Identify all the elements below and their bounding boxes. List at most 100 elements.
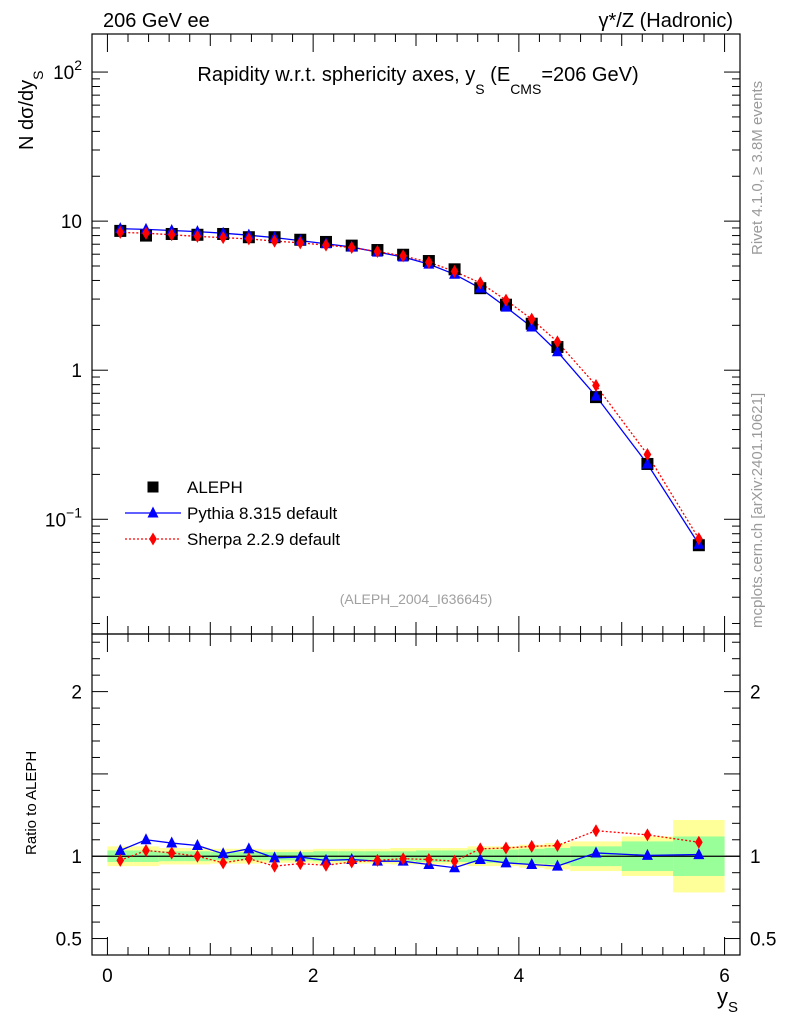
x-tick-label: 0 xyxy=(102,966,113,987)
main-y-axis-label: N dσ/dyS xyxy=(16,71,46,151)
sherpa-point xyxy=(643,447,652,461)
x-tick-label: 4 xyxy=(514,966,525,987)
x-axis-label: yS xyxy=(717,984,738,1016)
ratio-sherpa-point xyxy=(425,853,433,867)
ratio-pythia-point xyxy=(294,850,306,862)
ratio-sherpa-point xyxy=(399,852,407,866)
ratio-sherpa-point xyxy=(193,849,202,863)
ratio-sherpa-point xyxy=(270,859,279,873)
ratio-pythia-point xyxy=(590,846,602,858)
x-tick-label: 2 xyxy=(308,966,319,987)
sherpa-point xyxy=(695,532,703,546)
ratio-pythia-point xyxy=(166,836,178,848)
ratio-y-tick-label: 2 xyxy=(71,683,82,704)
ratio-sherpa-point xyxy=(142,843,150,857)
main-ylabel-part-0: N dσ/dy xyxy=(16,80,38,150)
header-right: γ*/Z (Hadronic) xyxy=(599,10,733,32)
ratio-y-axis-label: Ratio to ALEPH xyxy=(23,751,40,855)
pythia-point xyxy=(590,389,602,401)
ratio-sherpa-point xyxy=(116,853,125,867)
header-left: 206 GeV ee xyxy=(103,10,210,32)
ratio-pythia-point xyxy=(140,833,152,845)
sherpa-point xyxy=(502,293,510,307)
ratio-plot: 0 2 4 6 0.5 0.5 1 1 2 2 xyxy=(56,633,776,987)
ratio-sherpa-point xyxy=(553,839,562,853)
sherpa-point xyxy=(270,234,279,248)
sherpa-point xyxy=(142,226,150,240)
legend-marker xyxy=(147,481,159,493)
sherpa-point xyxy=(527,312,536,326)
main-y-tick-label: 102 xyxy=(53,57,82,84)
ratio-sherpa-point xyxy=(296,857,305,871)
legend-marker xyxy=(147,506,159,518)
ratio-pythia-point xyxy=(269,851,281,863)
main-title-part-4: =206 GeV) xyxy=(541,64,638,86)
sherpa-point xyxy=(450,264,459,278)
sherpa-point xyxy=(425,255,433,269)
rivet-label: Rivet 4.1.0, ≥ 3.8M events xyxy=(749,81,766,255)
ratio-pythia-point xyxy=(641,848,653,860)
ratio-sherpa-point xyxy=(347,855,356,869)
sherpa-point xyxy=(296,236,305,250)
main-title-part-2: (E xyxy=(485,64,511,86)
x-tick-label: 6 xyxy=(719,966,730,987)
x-label-part-0: y xyxy=(717,984,728,1009)
ratio-y-tick-label-right: 1 xyxy=(750,847,761,868)
ratio-sherpa-point xyxy=(373,853,382,867)
ratio-sherpa-point xyxy=(219,856,227,870)
ratio-y-tick-label: 0.5 xyxy=(56,930,82,951)
sherpa-point xyxy=(373,245,382,259)
mcplots-label: mcplots.cern.ch [arXiv:2401.10621] xyxy=(749,393,766,628)
sherpa-point xyxy=(167,228,176,242)
main-y-tick-label-base: 10 xyxy=(53,63,74,84)
pythia-point xyxy=(551,345,563,357)
ratio-sherpa-point xyxy=(476,842,485,856)
main-title-part-0: Rapidity w.r.t. sphericity axes, y xyxy=(197,64,475,86)
ratio-pythia-point xyxy=(474,853,486,865)
ratio-pythia-point xyxy=(191,839,203,851)
legend-label: ALEPH xyxy=(187,478,243,497)
main-y-tick-label-base: 10 xyxy=(45,510,66,531)
main-y-tick-label: 10−1 xyxy=(45,504,82,531)
sherpa-point xyxy=(116,225,125,239)
main-y-tick-label: 10 xyxy=(61,212,82,233)
main-y-tick-label: 1 xyxy=(71,361,82,382)
sherpa-point xyxy=(399,249,407,263)
pythia-point xyxy=(641,457,653,469)
sherpa-point xyxy=(219,231,227,245)
x-label-part-1: S xyxy=(728,999,738,1016)
sherpa-point xyxy=(245,232,253,246)
main-ylabel-part-1: S xyxy=(30,71,46,80)
ratio-sherpa-point xyxy=(695,835,703,849)
pythia-point xyxy=(526,320,538,332)
ratio-y-tick-label: 1 xyxy=(71,847,82,868)
legend-label: Sherpa 2.2.9 default xyxy=(187,530,340,549)
main-title-part-1: S xyxy=(475,81,484,97)
sherpa-point xyxy=(592,378,600,392)
ratio-y-tick-label-right: 2 xyxy=(750,683,761,704)
ratio-sherpa-point xyxy=(245,852,253,866)
main-y-tick-label-exp: 2 xyxy=(74,57,82,73)
ratio-pythia-point xyxy=(114,843,126,855)
ratio-pythia-point xyxy=(243,842,255,854)
ratio-sherpa-point xyxy=(527,839,536,853)
main-title-part-3: CMS xyxy=(510,81,541,97)
sherpa-point xyxy=(347,241,356,255)
ratio-pythia-point xyxy=(551,859,563,871)
ratio-sherpa-point xyxy=(450,854,459,868)
ratio-pythia-point xyxy=(500,856,512,868)
ratio-sherpa-point xyxy=(643,828,652,842)
sherpa-point xyxy=(553,335,562,349)
main-y-tick-label-exp: −1 xyxy=(66,504,82,520)
ratio-sherpa-point xyxy=(502,841,510,855)
ratio-sherpa-point xyxy=(592,824,600,838)
analysis-watermark: (ALEPH_2004_I636645) xyxy=(340,591,493,607)
legend: ALEPH Pythia 8.315 default Sherpa 2.2.9 de… xyxy=(125,478,340,549)
sherpa-point xyxy=(193,229,202,243)
ratio-pythia-point xyxy=(217,847,229,859)
ratio-pythia-point xyxy=(526,857,538,869)
sherpa-point xyxy=(322,238,330,252)
legend-marker xyxy=(149,532,157,546)
